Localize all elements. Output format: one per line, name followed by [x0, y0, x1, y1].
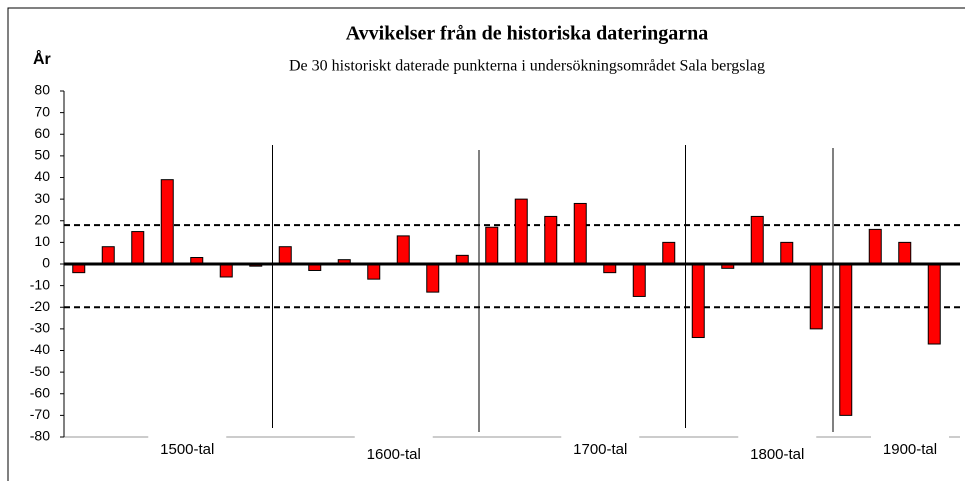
y-tick-label: -70 — [30, 406, 50, 422]
group-label: 1500-tal — [160, 441, 214, 458]
bar — [278, 246, 292, 265]
bar — [898, 241, 912, 265]
group-label-bg — [738, 433, 817, 461]
bar — [485, 226, 499, 265]
y-tick-label: 10 — [34, 233, 50, 249]
bar — [809, 263, 823, 330]
group-label-bg — [561, 433, 640, 461]
y-tick-label: -60 — [30, 384, 50, 400]
y-tick-label: 50 — [34, 147, 50, 163]
bar — [544, 215, 558, 265]
bar — [839, 263, 853, 416]
group-label: 1700-tal — [573, 441, 627, 458]
bar — [131, 231, 145, 265]
y-tick-label: -80 — [30, 428, 50, 444]
y-tick-label: 30 — [34, 190, 50, 206]
y-tick-label: 60 — [34, 125, 50, 141]
y-tick-label: 80 — [34, 82, 50, 98]
y-tick-label: 70 — [34, 103, 50, 119]
y-tick-label: 40 — [34, 168, 50, 184]
y-tick-label: -20 — [30, 298, 50, 314]
bar — [632, 263, 646, 297]
bar — [780, 241, 794, 265]
bar — [868, 228, 882, 265]
group-label: 1600-tal — [367, 446, 421, 463]
y-tick-label: -40 — [30, 341, 50, 357]
bar — [367, 263, 381, 280]
group-label-bg — [354, 433, 433, 461]
group-label-bg — [871, 433, 949, 461]
bar — [750, 215, 764, 265]
y-tick-label: 0 — [42, 255, 50, 271]
bar — [573, 202, 587, 265]
chart-title: Avvikelser från de historiska dateringar… — [346, 23, 709, 45]
bar — [691, 263, 705, 339]
group-label: 1800-tal — [750, 446, 804, 463]
y-tick-label: 20 — [34, 211, 50, 227]
bar — [219, 263, 233, 278]
y-axis-label: År — [33, 49, 51, 68]
y-tick-label: -10 — [30, 276, 50, 292]
y-tick-label: -30 — [30, 320, 50, 336]
group-label: 1900-tal — [883, 441, 937, 458]
bar — [101, 246, 115, 265]
bar — [514, 198, 528, 265]
chart-subtitle: De 30 historiskt daterade punkterna i un… — [289, 58, 765, 75]
bar — [426, 263, 440, 293]
bar — [396, 235, 410, 265]
bar — [160, 179, 174, 265]
y-tick-label: -50 — [30, 363, 50, 379]
bar — [662, 241, 676, 265]
group-label-bg — [148, 433, 227, 461]
bar — [927, 263, 941, 345]
